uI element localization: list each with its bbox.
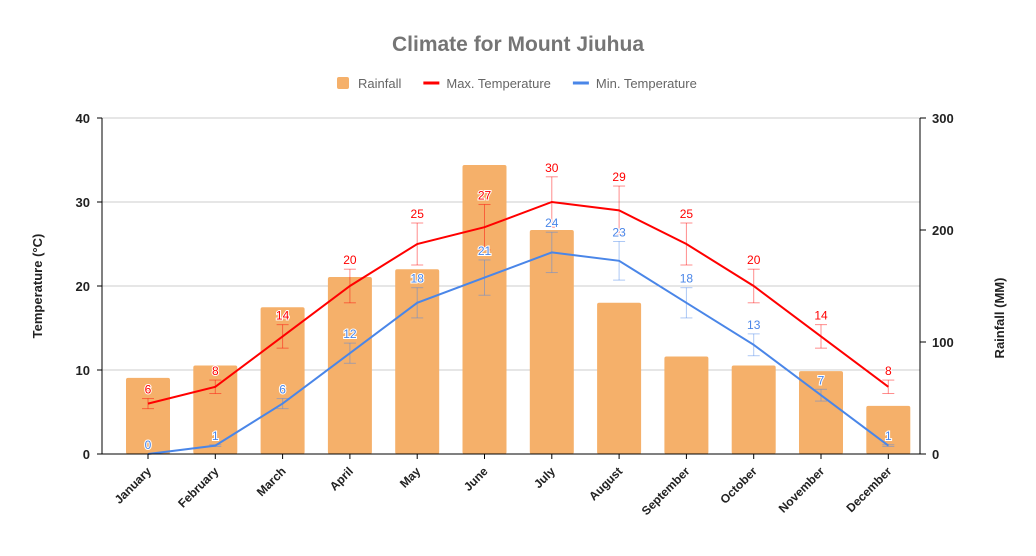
data-label: 6	[145, 383, 152, 397]
rainfall-bar	[664, 356, 709, 454]
data-label: 21	[478, 244, 492, 258]
data-label: 18	[411, 272, 425, 286]
data-label: 14	[276, 309, 290, 323]
y-tick-label: 30	[76, 195, 90, 210]
rainfall-bar	[529, 230, 574, 454]
rainfall-bar	[462, 165, 507, 455]
legend-label: Min. Temperature	[596, 76, 697, 91]
legend-label: Max. Temperature	[446, 76, 551, 91]
data-label: 25	[680, 207, 694, 221]
data-label: 1	[885, 429, 892, 443]
y-axis-label: Temperature (°C)	[30, 234, 45, 339]
y2-tick-label: 300	[932, 111, 954, 126]
x-tick-label: August	[586, 464, 625, 503]
rainfall-bar	[731, 365, 776, 454]
data-label: 24	[545, 216, 559, 230]
data-label: 20	[747, 253, 761, 267]
x-tick-label: April	[327, 464, 356, 493]
x-tick-label: June	[461, 464, 491, 494]
y2-tick-label: 200	[932, 223, 954, 238]
rainfall-bar	[327, 277, 372, 454]
data-label: 23	[612, 225, 626, 239]
data-label: 8	[212, 364, 219, 378]
temperature-lines: 6 8 14 20 25 27 30 29 25 20 14 8 0 1 6 12 18 21 24 23 18 13 7 1	[142, 160, 895, 455]
rainfall-bar	[395, 269, 440, 454]
rainfall-bar	[597, 302, 642, 454]
data-label: 30	[545, 161, 559, 175]
y2-axis-label: Rainfall (MM)	[992, 278, 1007, 359]
data-label: 7	[818, 373, 825, 387]
y2-tick-label: 100	[932, 335, 954, 350]
y2-tick-label: 0	[932, 447, 939, 462]
y-tick-label: 40	[76, 111, 90, 126]
data-label: 1	[212, 429, 219, 443]
rainfall-bars	[126, 165, 911, 455]
data-label: 25	[411, 207, 425, 221]
data-label: 20	[343, 253, 357, 267]
x-tick-label: September	[639, 464, 693, 518]
temperature-line	[147, 200, 889, 405]
data-label: 12	[343, 327, 357, 341]
gridlines	[102, 117, 920, 371]
legend-swatch	[337, 77, 349, 89]
rainfall-bar	[193, 365, 238, 454]
legend: Rainfall Max. Temperature Min. Temperature	[337, 76, 697, 91]
y-tick-label: 10	[76, 363, 90, 378]
y-tick-label: 20	[76, 279, 90, 294]
temperature-line	[147, 251, 889, 455]
data-label: 8	[885, 364, 892, 378]
x-tick-label: December	[843, 464, 894, 515]
rainfall-bar	[126, 377, 170, 454]
x-tick-label: January	[112, 464, 155, 507]
data-label: 6	[279, 383, 286, 397]
data-label: 0	[145, 438, 152, 452]
x-tick-label: March	[254, 464, 289, 499]
chart-title: Climate for Mount Jiuhua	[392, 33, 644, 56]
x-tick-label: October	[717, 464, 760, 507]
data-label: 27	[478, 189, 492, 203]
x-tick-label: November	[776, 464, 828, 516]
rainfall-bar	[866, 405, 911, 454]
y-tick-label: 0	[83, 447, 90, 462]
data-label: 14	[814, 309, 828, 323]
data-label: 13	[747, 318, 761, 332]
x-tick-label: February	[175, 464, 221, 510]
data-label: 29	[612, 170, 626, 184]
x-tick-label: July	[531, 464, 558, 491]
rainfall-bar	[799, 371, 843, 454]
legend-label: Rainfall	[358, 76, 401, 91]
data-label: 18	[680, 272, 694, 286]
x-tick-label: May	[397, 464, 424, 491]
